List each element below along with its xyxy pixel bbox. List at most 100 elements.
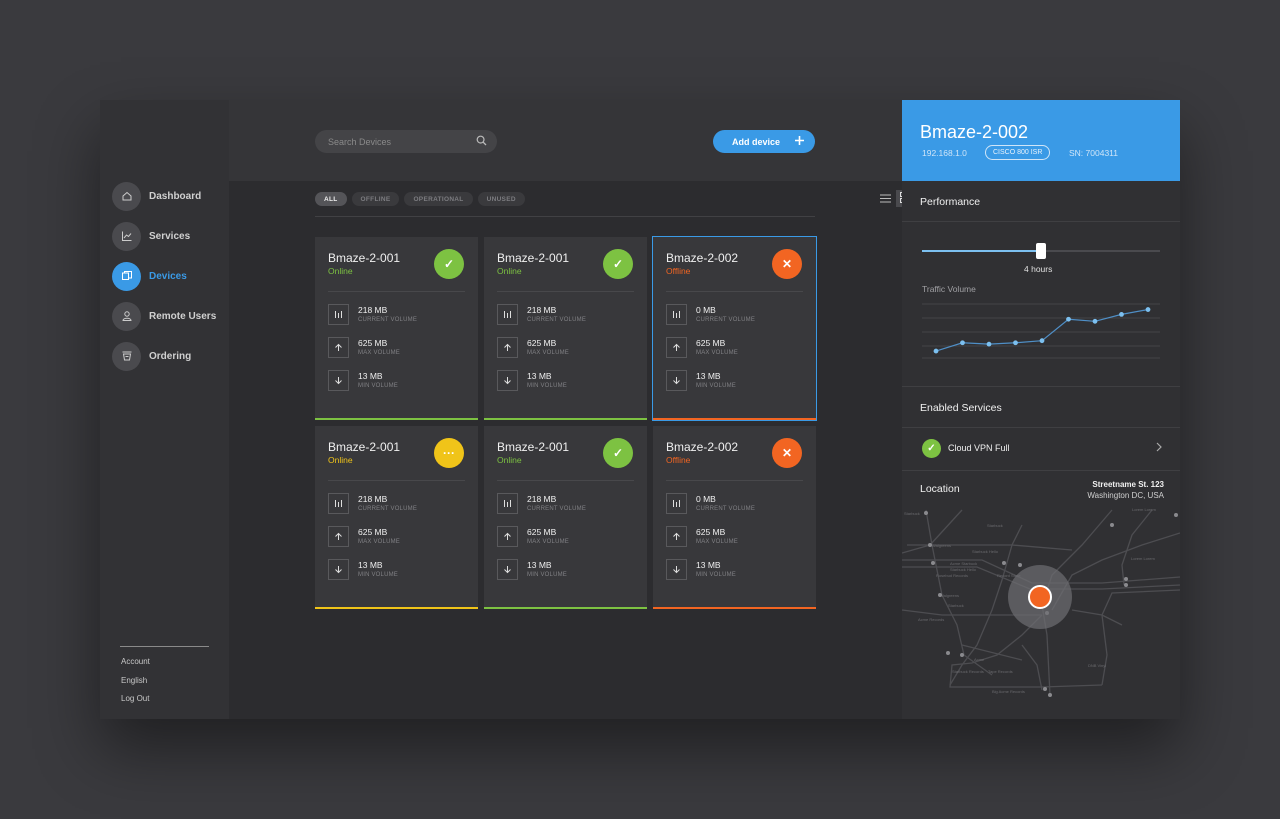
device-card[interactable]: Bmaze-2-002 Offline ✕ 0 MB CURRENT VOLUME … bbox=[652, 236, 817, 421]
device-card[interactable]: Bmaze-2-001 Online ✓ 218 MB CURRENT VOLUME… bbox=[484, 237, 647, 420]
svg-text:Walgreens: Walgreens bbox=[932, 543, 951, 548]
metric-min-volume: 13 MB MIN VOLUME bbox=[328, 370, 468, 392]
filter-operational[interactable]: OPERATIONAL bbox=[404, 192, 473, 206]
metric-min-volume: 13 MB MIN VOLUME bbox=[666, 559, 806, 581]
sidebar-item-remote-users[interactable]: Remote Users bbox=[112, 301, 216, 331]
metric-value: 0 MB bbox=[696, 494, 716, 504]
location-map[interactable]: Starbuck Starbuck Walgreens Starbuck Hel… bbox=[902, 505, 1180, 719]
svg-text:Rosebud Records: Rosebud Records bbox=[936, 573, 968, 578]
arrow-down-icon bbox=[666, 559, 687, 580]
metric-value: 218 MB bbox=[527, 494, 557, 504]
metric-label: MAX VOLUME bbox=[527, 350, 570, 356]
equalizer-icon bbox=[666, 304, 687, 325]
device-card[interactable]: Bmaze-2-001 Online ✓ 218 MB CURRENT VOLUME… bbox=[315, 237, 478, 420]
time-slider-handle[interactable] bbox=[1036, 243, 1046, 259]
equalizer-icon bbox=[328, 304, 349, 325]
device-card[interactable]: Bmaze-2-002 Offline ✕ 0 MB CURRENT VOLUME … bbox=[653, 426, 816, 609]
sidebar-item-dashboard[interactable]: Dashboard bbox=[112, 181, 201, 211]
metric-value: 218 MB bbox=[358, 305, 388, 315]
metric-label: CURRENT VOLUME bbox=[696, 506, 756, 512]
equalizer-icon bbox=[666, 493, 687, 514]
metric-value: 625 MB bbox=[358, 527, 388, 537]
device-card[interactable]: Bmaze-2-001 Online ··· 218 MB CURRENT VOLU… bbox=[315, 426, 478, 609]
svg-text:Walgreens: Walgreens bbox=[940, 593, 959, 598]
time-slider-fill bbox=[922, 250, 1041, 252]
metric-value: 218 MB bbox=[358, 494, 388, 504]
metric-value: 13 MB bbox=[358, 371, 383, 381]
section-divider bbox=[902, 427, 1180, 428]
sidebar-item-label: Remote Users bbox=[149, 310, 217, 322]
device-status: Offline bbox=[666, 455, 691, 465]
service-row-cloud-vpn[interactable]: ✓ Cloud VPN Full bbox=[922, 437, 1162, 459]
detail-title: Bmaze-2-002 bbox=[920, 122, 1029, 142]
detail-ip: 192.168.1.0 bbox=[922, 148, 967, 158]
plus-icon bbox=[794, 133, 805, 151]
traffic-point bbox=[1013, 340, 1018, 346]
chevron-right-icon bbox=[1156, 439, 1162, 457]
arrow-up-icon bbox=[666, 337, 687, 358]
status-bar bbox=[653, 607, 816, 609]
filter-chips: ALL OFFLINE OPERATIONAL UNUSED bbox=[315, 192, 525, 206]
address-line-1: Streetname St. 123 bbox=[1092, 480, 1164, 489]
language-link[interactable]: English bbox=[121, 676, 148, 685]
logout-link[interactable]: Log Out bbox=[121, 694, 150, 703]
sidebar-item-services[interactable]: Services bbox=[112, 221, 190, 251]
add-device-button[interactable]: Add device bbox=[713, 130, 815, 153]
card-divider bbox=[497, 291, 634, 292]
filter-all[interactable]: ALL bbox=[315, 192, 347, 206]
status-bar bbox=[484, 418, 647, 420]
detail-header: Bmaze-2-002 192.168.1.0 CISCO 800 ISR SN… bbox=[902, 100, 1180, 181]
sidebar-item-ordering[interactable]: Ordering bbox=[112, 341, 191, 371]
arrow-up-icon bbox=[497, 526, 518, 547]
list-view-button[interactable] bbox=[876, 190, 895, 207]
service-name: Cloud VPN Full bbox=[948, 443, 1010, 453]
svg-text:Big Acme Records: Big Acme Records bbox=[992, 689, 1025, 694]
detail-serial: SN: 7004311 bbox=[1069, 148, 1118, 158]
metric-current-volume: 218 MB CURRENT VOLUME bbox=[497, 493, 637, 515]
metric-label: MAX VOLUME bbox=[358, 539, 401, 545]
metric-current-volume: 0 MB CURRENT VOLUME bbox=[666, 493, 806, 515]
check-icon: ✓ bbox=[922, 438, 941, 458]
search-input[interactable] bbox=[328, 136, 476, 147]
main-content: Add device ALL OFFLINE OPERATIONAL UNUSE… bbox=[229, 100, 915, 719]
search-icon[interactable] bbox=[476, 133, 487, 151]
device-card[interactable]: Bmaze-2-001 Online ✓ 218 MB CURRENT VOLUME… bbox=[484, 426, 647, 609]
user-icon bbox=[112, 301, 141, 331]
metric-value: 218 MB bbox=[527, 305, 557, 315]
filter-unused[interactable]: UNUSED bbox=[477, 192, 525, 206]
metric-label: MAX VOLUME bbox=[527, 539, 570, 545]
metric-value: 13 MB bbox=[696, 560, 721, 570]
sidebar-item-devices[interactable]: Devices bbox=[112, 261, 187, 291]
metric-max-volume: 625 MB MAX VOLUME bbox=[497, 526, 637, 548]
account-link[interactable]: Account bbox=[121, 657, 150, 666]
device-name: Bmaze-2-001 bbox=[497, 251, 570, 265]
arrow-up-icon bbox=[328, 526, 349, 547]
metric-label: MIN VOLUME bbox=[527, 572, 568, 578]
metric-label: CURRENT VOLUME bbox=[358, 506, 418, 512]
traffic-line bbox=[935, 308, 1149, 352]
equalizer-icon bbox=[328, 493, 349, 514]
location-heading: Location bbox=[920, 483, 960, 495]
card-divider bbox=[666, 480, 803, 481]
chart-icon bbox=[112, 221, 141, 251]
device-name: Bmaze-2-002 bbox=[666, 251, 739, 265]
check-icon: ✓ bbox=[603, 438, 633, 468]
metric-value: 13 MB bbox=[527, 371, 552, 381]
arrow-down-icon bbox=[328, 370, 349, 391]
performance-heading: Performance bbox=[920, 196, 981, 208]
arrow-up-icon bbox=[497, 337, 518, 358]
card-divider bbox=[666, 291, 803, 292]
traffic-point bbox=[986, 341, 992, 347]
metric-current-volume: 218 MB CURRENT VOLUME bbox=[497, 304, 637, 326]
metric-current-volume: 218 MB CURRENT VOLUME bbox=[328, 304, 468, 326]
metric-max-volume: 625 MB MAX VOLUME bbox=[497, 337, 637, 359]
metric-label: MIN VOLUME bbox=[696, 383, 737, 389]
metric-min-volume: 13 MB MIN VOLUME bbox=[497, 370, 637, 392]
add-device-label: Add device bbox=[732, 136, 781, 147]
traffic-volume-chart bbox=[922, 303, 1160, 359]
filter-offline[interactable]: OFFLINE bbox=[351, 192, 400, 206]
metric-value: 0 MB bbox=[696, 305, 716, 315]
sidebar-item-label: Ordering bbox=[149, 350, 192, 362]
metric-max-volume: 625 MB MAX VOLUME bbox=[328, 337, 468, 359]
traffic-volume-label: Traffic Volume bbox=[922, 284, 976, 294]
